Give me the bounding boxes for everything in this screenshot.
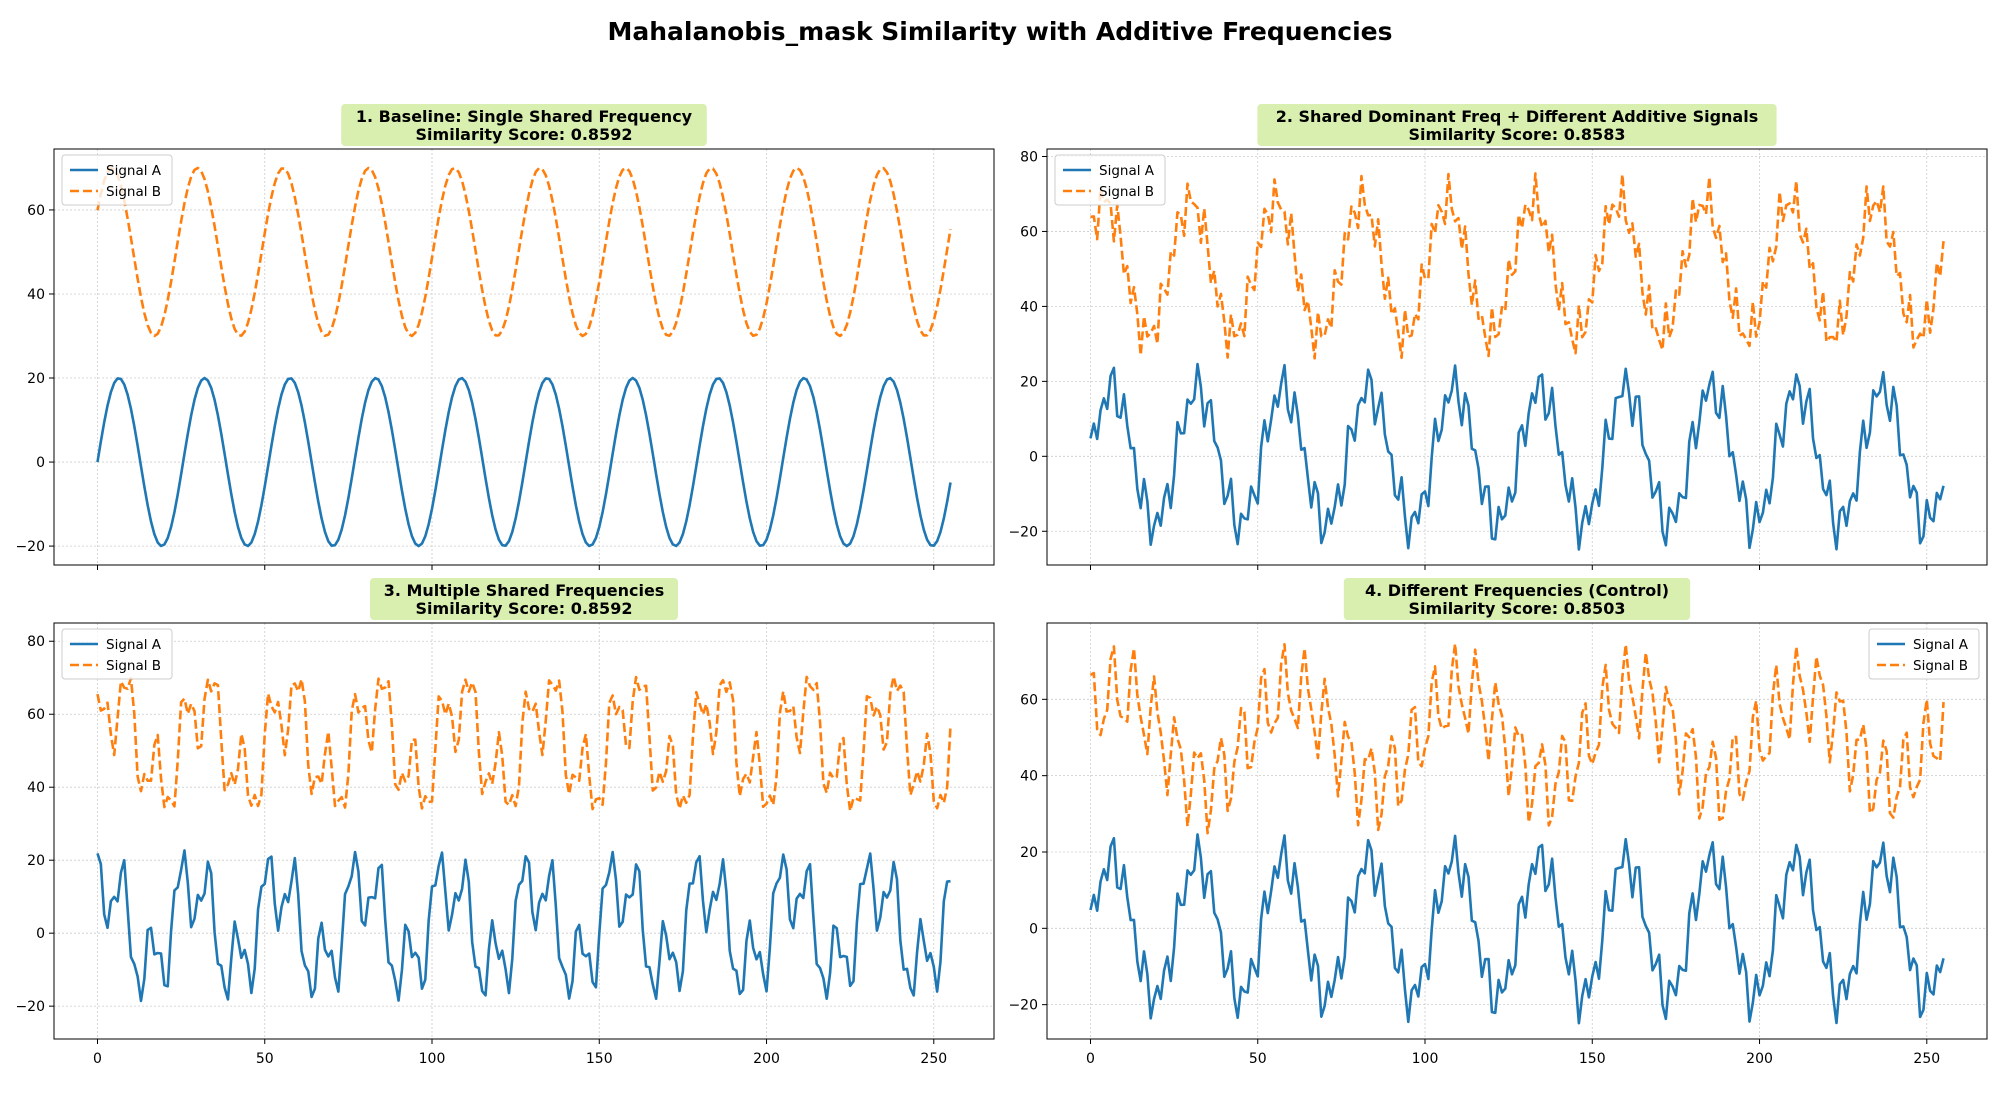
similarity-score: Similarity Score: 0.8592	[416, 125, 633, 144]
legend: Signal A Signal B	[1868, 628, 1980, 680]
y-tick-label: 80	[1020, 149, 1038, 165]
y-tick-label: 0	[36, 455, 45, 471]
subplot-title-box	[370, 578, 678, 620]
y-tick-label: 40	[1020, 299, 1038, 315]
y-tick-label: 20	[1020, 374, 1038, 390]
y-tick-label: 60	[1020, 224, 1038, 240]
y-tick-label: 40	[27, 287, 45, 303]
legend-label: Signal A	[106, 163, 162, 179]
subplot-3: −20 0 20 40 60 80 0 50 100 150 200 250 3. Multiple S…	[15, 578, 995, 1067]
subplot-4: −20 0 20 40 60 0 50 100 150 200 250 4. Different Fr…	[1008, 578, 1988, 1067]
y-tick-label: 20	[1020, 845, 1038, 861]
subplot-title: 2. Shared Dominant Freq + Different Addi…	[1276, 107, 1758, 126]
x-tick-label: 0	[1086, 1051, 1095, 1067]
y-tick-label: 60	[27, 203, 45, 219]
x-tick-label: 200	[753, 1051, 780, 1067]
axes-frame	[53, 622, 995, 1040]
subplot-title-box	[341, 104, 707, 146]
y-tick-label: −20	[15, 999, 45, 1015]
legend: Signal A Signal B	[61, 628, 173, 680]
legend-box	[61, 154, 173, 206]
y-tick-label: 0	[1029, 921, 1038, 937]
subplot-title-box	[1257, 104, 1777, 146]
y-tick-label: 80	[27, 634, 45, 650]
y-tick-label: 60	[27, 707, 45, 723]
axes-frame	[53, 148, 995, 566]
legend-label: Signal B	[106, 184, 161, 200]
similarity-score: Similarity Score: 0.8592	[416, 599, 633, 618]
y-tick-label: 40	[27, 780, 45, 796]
axes-frame	[1046, 148, 1988, 566]
y-tick-label: −20	[1008, 998, 1038, 1014]
y-tick-label: 0	[36, 926, 45, 942]
legend-label: Signal A	[1913, 637, 1969, 653]
subplot-title-box	[1343, 578, 1691, 620]
subplot-title: 1. Baseline: Single Shared Frequency	[356, 107, 693, 126]
y-tick-label: 40	[1020, 769, 1038, 785]
y-tick-label: 20	[27, 853, 45, 869]
y-tick-label: −20	[15, 539, 45, 555]
subplot-title: 3. Multiple Shared Frequencies	[384, 581, 665, 600]
similarity-score: Similarity Score: 0.8503	[1409, 599, 1626, 618]
axes-frame	[1046, 622, 1988, 1040]
legend-label: Signal A	[106, 637, 162, 653]
subplots: −20 0 20 40 60 1. Baseline: Single Shared Fre…	[15, 104, 1988, 1067]
subplot-title: 4. Different Frequencies (Control)	[1365, 581, 1669, 600]
x-tick-label: 100	[419, 1051, 446, 1067]
series-line-signal-b	[96, 675, 952, 813]
series-line-signal-a	[96, 376, 952, 548]
legend-label: Signal A	[1099, 163, 1155, 179]
legend-label: Signal B	[1099, 184, 1154, 200]
similarity-score: Similarity Score: 0.8583	[1409, 125, 1626, 144]
legend-box	[1868, 628, 1980, 680]
x-tick-label: 250	[1913, 1051, 1940, 1067]
x-tick-label: 50	[256, 1051, 274, 1067]
x-tick-label: 50	[1249, 1051, 1267, 1067]
series-line-signal-a	[1089, 833, 1945, 1025]
legend-box	[61, 628, 173, 680]
legend-box	[1054, 154, 1166, 206]
y-tick-label: 20	[27, 371, 45, 387]
series-line-signal-b	[1089, 642, 1945, 835]
subplot-2: −20 0 20 40 60 80 2. Shared Dominant Freq + Di…	[1008, 104, 1988, 570]
y-tick-label: 0	[1029, 449, 1038, 465]
x-tick-label: 100	[1412, 1051, 1439, 1067]
legend-label: Signal B	[106, 658, 161, 674]
series-line-signal-b	[96, 166, 952, 338]
y-tick-label: 60	[1020, 692, 1038, 708]
x-tick-label: 0	[93, 1051, 102, 1067]
legend: Signal A Signal B	[1054, 154, 1166, 206]
y-tick-label: −20	[1008, 524, 1038, 540]
x-tick-label: 150	[1579, 1051, 1606, 1067]
legend-label: Signal B	[1913, 658, 1968, 674]
legend: Signal A Signal B	[61, 154, 173, 206]
x-tick-label: 200	[1746, 1051, 1773, 1067]
series-line-signal-a	[96, 849, 951, 1003]
series-line-signal-b	[1090, 172, 1945, 360]
x-tick-label: 150	[586, 1051, 613, 1067]
series-line-signal-a	[1089, 362, 1945, 551]
figure-title: Mahalanobis_mask Similarity with Additiv…	[607, 17, 1392, 46]
subplot-1: −20 0 20 40 60 1. Baseline: Single Shared Fre…	[15, 104, 995, 570]
x-tick-label: 250	[920, 1051, 947, 1067]
